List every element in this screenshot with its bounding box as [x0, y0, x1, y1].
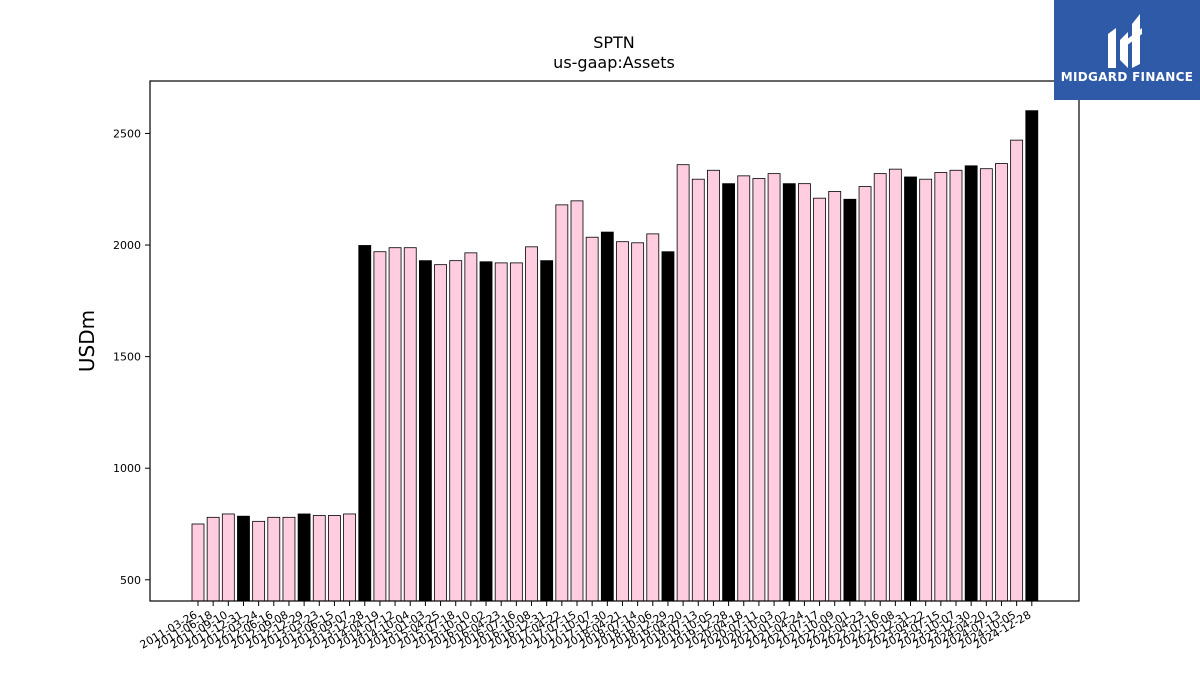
y-tick-label: 500: [120, 574, 141, 587]
bar-2012-12-29: [297, 513, 311, 602]
bar-2024-07-13: [995, 163, 1008, 602]
bar-2023-07-15: [934, 172, 948, 602]
bar-2015-01-03: [418, 260, 432, 602]
bar-2018-04-21: [616, 241, 629, 602]
bar-2016-07-16: [509, 262, 523, 602]
chart-title: SPTN: [593, 33, 635, 52]
x-axis: 2011-03-262011-06-182011-09-102011-12-31…: [138, 601, 1033, 652]
bar-2017-10-07: [585, 236, 599, 602]
y-tick-label: 2500: [113, 127, 141, 140]
bar-2022-07-16: [873, 173, 887, 602]
chart-subtitle: us-gaap:Assets: [553, 53, 675, 72]
y-tick-label: 1000: [113, 462, 141, 475]
bar-2020-07-11: [752, 178, 766, 602]
bar-2013-06-15: [328, 515, 341, 602]
bar-2023-04-22: [919, 178, 933, 602]
bar-2019-04-20: [676, 164, 690, 602]
bar-2022-01-01: [843, 198, 857, 602]
bar-2018-07-14: [631, 242, 645, 602]
y-axis-label: USDm: [75, 310, 99, 372]
bar-2022-10-08: [888, 168, 902, 602]
bar-2012-09-08: [282, 516, 296, 602]
bar-2017-04-22: [555, 204, 569, 602]
y-tick-label: 2000: [113, 239, 141, 252]
bar-2021-10-09: [828, 191, 842, 602]
bar-2024-04-20: [979, 168, 993, 602]
bar-2021-01-02: [782, 183, 796, 602]
bar-2015-04-25: [434, 264, 447, 602]
brand-logo: MIDGARD FINANCE: [1054, 0, 1200, 100]
bar-2014-10-04: [403, 247, 417, 602]
bar-2015-07-18: [449, 260, 463, 602]
bar-2015-10-10: [464, 252, 478, 602]
bar-2018-10-06: [646, 233, 660, 602]
bar-2013-03-23: [312, 515, 326, 602]
bar-2024-12-28: [1025, 110, 1039, 602]
bar-2013-09-07: [343, 513, 357, 602]
bar-2016-12-31: [540, 260, 554, 602]
bar-2016-01-02: [479, 261, 493, 602]
bar-2020-04-18: [737, 175, 751, 602]
y-axis: 500 1000 1500 2000 2500: [113, 127, 150, 587]
bar-2018-12-29: [661, 251, 675, 602]
bar-2017-07-15: [570, 200, 584, 602]
bar-2014-07-12: [388, 247, 402, 602]
bar-2013-12-28: [358, 245, 372, 602]
bar-2017-12-30: [600, 231, 614, 602]
bar-2011-12-31: [237, 515, 250, 602]
bar-2011-06-18: [206, 516, 220, 602]
bars-group: [191, 110, 1039, 602]
brand-logo-text: MIDGARD FINANCE: [1060, 70, 1194, 84]
midgard-logo-icon: [1108, 14, 1142, 68]
bar-2016-10-08: [525, 246, 538, 602]
bar-2024-10-05: [1010, 139, 1024, 602]
bar-2016-04-23: [494, 262, 508, 602]
bar-2011-03-26: [191, 523, 205, 602]
bar-2014-04-19: [373, 251, 387, 602]
bar-2012-06-16: [267, 516, 281, 602]
bar-2021-07-17: [813, 197, 826, 602]
bar-2019-12-28: [722, 183, 735, 602]
bar-2011-09-10: [221, 513, 235, 602]
bar-2019-10-05: [707, 169, 720, 602]
bar-2022-12-31: [904, 176, 917, 602]
plot-frame: [149, 80, 1080, 602]
bar-2023-10-07: [949, 169, 963, 602]
bar-2021-04-24: [798, 183, 811, 602]
bar-2020-10-03: [767, 173, 781, 602]
bar-2019-07-13: [691, 178, 705, 602]
bar-2012-03-24: [252, 520, 266, 602]
bar-2022-04-23: [858, 186, 872, 602]
bar-2023-12-30: [964, 165, 978, 602]
y-tick-label: 1500: [113, 351, 141, 364]
